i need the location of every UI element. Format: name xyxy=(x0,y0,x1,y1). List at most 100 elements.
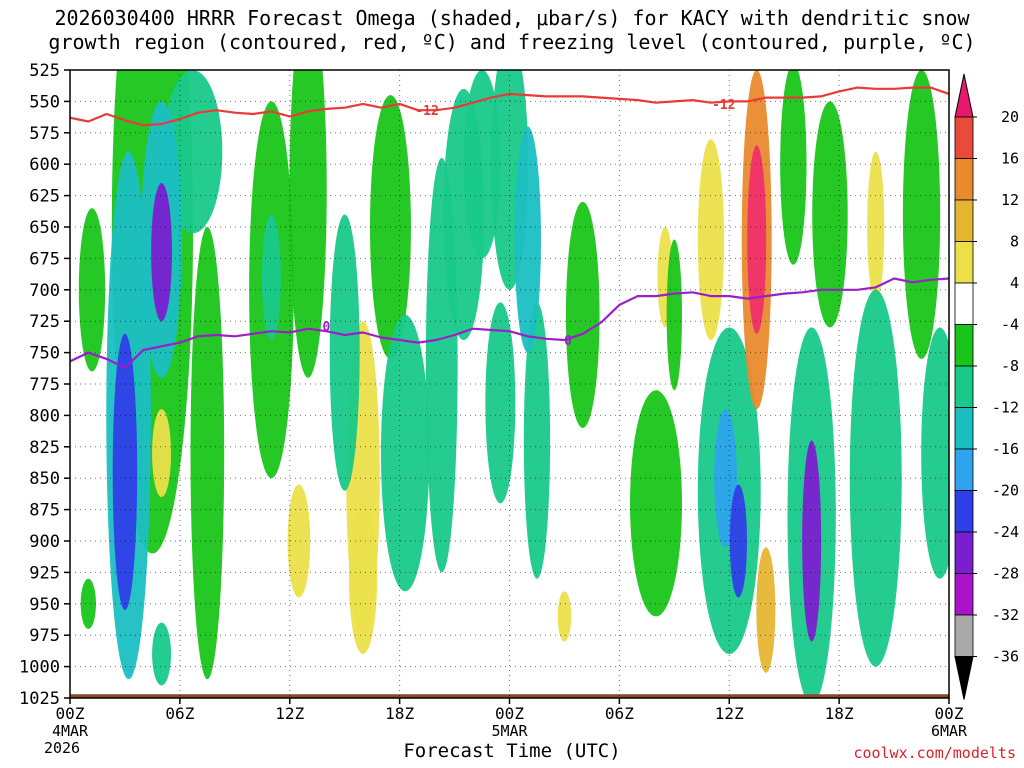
colorbar-label-3: 8 xyxy=(1010,233,1019,251)
contour-label-0-1: -12 xyxy=(712,98,735,113)
colorbar-label-2: 12 xyxy=(1001,191,1019,209)
y-tick-label-800: 800 xyxy=(29,406,60,426)
omega-cell-44 xyxy=(747,145,767,334)
contour-line-0 xyxy=(70,86,949,127)
omega-cell-28 xyxy=(485,302,516,504)
y-axis: 525 550 575 600 625 650 675 700 725 750 775 800 825 8… xyxy=(19,61,70,709)
colorbar-label-6: -8 xyxy=(1001,357,1019,375)
colorbar-label-11: -28 xyxy=(992,565,1019,583)
colorbar-band-12 xyxy=(954,614,974,657)
colorbar-band-9 xyxy=(954,490,974,533)
contour-label-0-0: -12 xyxy=(415,104,438,119)
colorbar-band-0 xyxy=(954,116,974,159)
colorbar-band-11 xyxy=(954,573,974,616)
y-tick-label-525: 525 xyxy=(29,61,60,81)
omega-cell-23 xyxy=(329,214,360,491)
chart-title-line-2: growth region (contoured, red, ºC) and f… xyxy=(48,30,976,54)
x-tick-sublabel-24: 5MAR xyxy=(491,722,528,740)
x-tick-label-24: 00Z xyxy=(495,704,524,723)
colorbar-bottom-arrow xyxy=(954,656,974,700)
colorbar-band-3 xyxy=(954,241,974,284)
y-tick-label-875: 875 xyxy=(29,501,60,521)
colorbar-label-5: -4 xyxy=(1001,316,1019,334)
surface-band xyxy=(70,694,949,698)
omega-cell-10 xyxy=(565,201,600,428)
omega-cell-14 xyxy=(630,390,682,617)
y-tick-label-575: 575 xyxy=(29,124,60,144)
y-tick-label-775: 775 xyxy=(29,375,60,395)
x-tick-year-0: 2026 xyxy=(44,739,80,757)
colorbar-label-9: -20 xyxy=(992,482,1019,500)
y-tick-label-600: 600 xyxy=(29,155,60,175)
y-tick-label-650: 650 xyxy=(29,218,60,238)
colorbar-band-8 xyxy=(954,448,974,491)
x-tick-label-18: 18Z xyxy=(385,704,414,723)
omega-cell-35 xyxy=(756,547,776,673)
omega-cell-20 xyxy=(348,503,378,655)
omega-cell-24 xyxy=(380,314,430,592)
omega-cell-16 xyxy=(780,70,807,265)
x-tick-label-48: 00Z xyxy=(935,704,964,723)
y-tick-label-975: 975 xyxy=(29,626,60,646)
y-tick-label-700: 700 xyxy=(29,281,60,301)
y-tick-label-900: 900 xyxy=(29,532,60,552)
omega-cell-34 xyxy=(463,70,501,259)
omega-cell-15 xyxy=(697,139,725,341)
y-tick-label-550: 550 xyxy=(29,92,60,112)
x-tick-sublabel-0: 4MAR xyxy=(52,722,89,740)
y-tick-label-850: 850 xyxy=(29,469,60,489)
colorbar-label-0: 20 xyxy=(1001,108,1019,126)
x-axis-title: Forecast Time (UTC) xyxy=(403,740,621,762)
omega-cell-19 xyxy=(902,70,941,359)
x-tick-label-0: 00Z xyxy=(56,704,85,723)
colorbar-band-5 xyxy=(954,324,974,367)
temperature-contours: -12 -12 0 0 xyxy=(70,86,949,369)
omega-cell-43 xyxy=(112,333,138,611)
colorbar: 20 16 12 8 4 -4 -8 -12 -16 -20 -24 -28 -32 -36 xyxy=(954,73,1019,700)
omega-cell-0 xyxy=(287,484,311,598)
omega-cell-21 xyxy=(152,622,172,686)
x-tick-label-42: 18Z xyxy=(825,704,854,723)
omega-cell-4 xyxy=(80,578,96,629)
omega-cell-46 xyxy=(802,440,822,642)
colorbar-label-13: -36 xyxy=(992,648,1019,666)
omega-cell-45 xyxy=(151,183,172,322)
colorbar-label-12: -32 xyxy=(992,606,1019,624)
contour-label-1-0: 0 xyxy=(322,320,330,335)
colorbar-label-10: -24 xyxy=(992,523,1019,541)
x-tick-label-30: 06Z xyxy=(605,704,634,723)
y-tick-label-725: 725 xyxy=(29,312,60,332)
site-credit: coolwx.com/modelts xyxy=(853,744,1016,762)
y-tick-label-1025: 1025 xyxy=(19,689,60,709)
x-tick-label-6: 06Z xyxy=(165,704,194,723)
colorbar-label-1: 16 xyxy=(1001,150,1019,168)
chart-title-line-1: 2026030400 HRRR Forecast Omega (shaded, … xyxy=(54,6,970,30)
omega-cell-6 xyxy=(190,226,225,680)
omega-cell-11 xyxy=(557,591,572,642)
omega-cell-32 xyxy=(921,327,949,579)
omega-cell-17 xyxy=(812,101,848,328)
contour-line-1 xyxy=(70,277,949,369)
omega-cell-8 xyxy=(289,70,327,378)
colorbar-band-1 xyxy=(954,158,974,201)
y-tick-label-750: 750 xyxy=(29,344,60,364)
omega-cell-38 xyxy=(514,126,541,353)
colorbar-band-4 xyxy=(954,282,974,325)
ground-surface xyxy=(70,694,949,698)
colorbar-label-4: 4 xyxy=(1010,274,1019,292)
y-tick-label-675: 675 xyxy=(29,249,60,269)
colorbar-band-7 xyxy=(954,407,974,450)
colorbar-band-6 xyxy=(954,365,974,408)
omega-cell-5 xyxy=(152,409,172,498)
y-tick-label-925: 925 xyxy=(29,563,60,583)
y-tick-label-825: 825 xyxy=(29,438,60,458)
colorbar-band-10 xyxy=(954,531,974,574)
y-tick-label-625: 625 xyxy=(29,187,60,207)
x-tick-label-12: 12Z xyxy=(275,704,304,723)
colorbar-top-arrow xyxy=(954,73,974,118)
colorbar-band-2 xyxy=(954,199,974,242)
omega-cell-13 xyxy=(666,239,682,391)
x-tick-sublabel-48: 6MAR xyxy=(931,722,968,740)
